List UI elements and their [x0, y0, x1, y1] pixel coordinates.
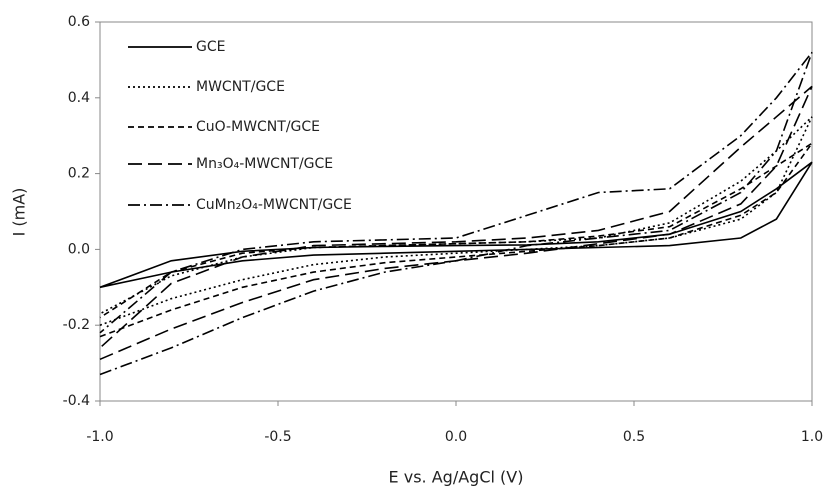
cv-curve	[99, 161, 813, 289]
legend-label: CuO-MWCNT/GCE	[196, 119, 320, 135]
y-tick-label: 0.6	[68, 14, 90, 30]
x-axis-label: E vs. Ag/AgCl (V)	[389, 468, 524, 487]
cv-curve	[99, 51, 813, 376]
y-axis-label: I (mA)	[10, 188, 29, 237]
x-tick-label: 1.0	[801, 429, 823, 445]
legend-label: CuMn₂O₄-MWCNT/GCE	[196, 197, 352, 213]
x-tick-label: -0.5	[264, 429, 291, 445]
y-tick-label: -0.4	[63, 393, 90, 409]
y-tick-label: 0.0	[68, 241, 90, 257]
cv-curve	[99, 85, 813, 361]
legend-label: Mn₃O₄-MWCNT/GCE	[196, 156, 333, 172]
cv-curve	[99, 142, 813, 338]
y-tick-label: 0.2	[68, 166, 90, 182]
x-tick-label: 0.0	[445, 429, 467, 445]
cv-curve	[99, 116, 813, 326]
legend-label: MWCNT/GCE	[196, 79, 285, 95]
y-tick-label: -0.2	[63, 317, 90, 333]
x-tick-label: 0.5	[623, 429, 645, 445]
x-tick-label: -1.0	[86, 429, 113, 445]
y-tick-label: 0.4	[68, 90, 90, 106]
legend-label: GCE	[196, 39, 225, 55]
